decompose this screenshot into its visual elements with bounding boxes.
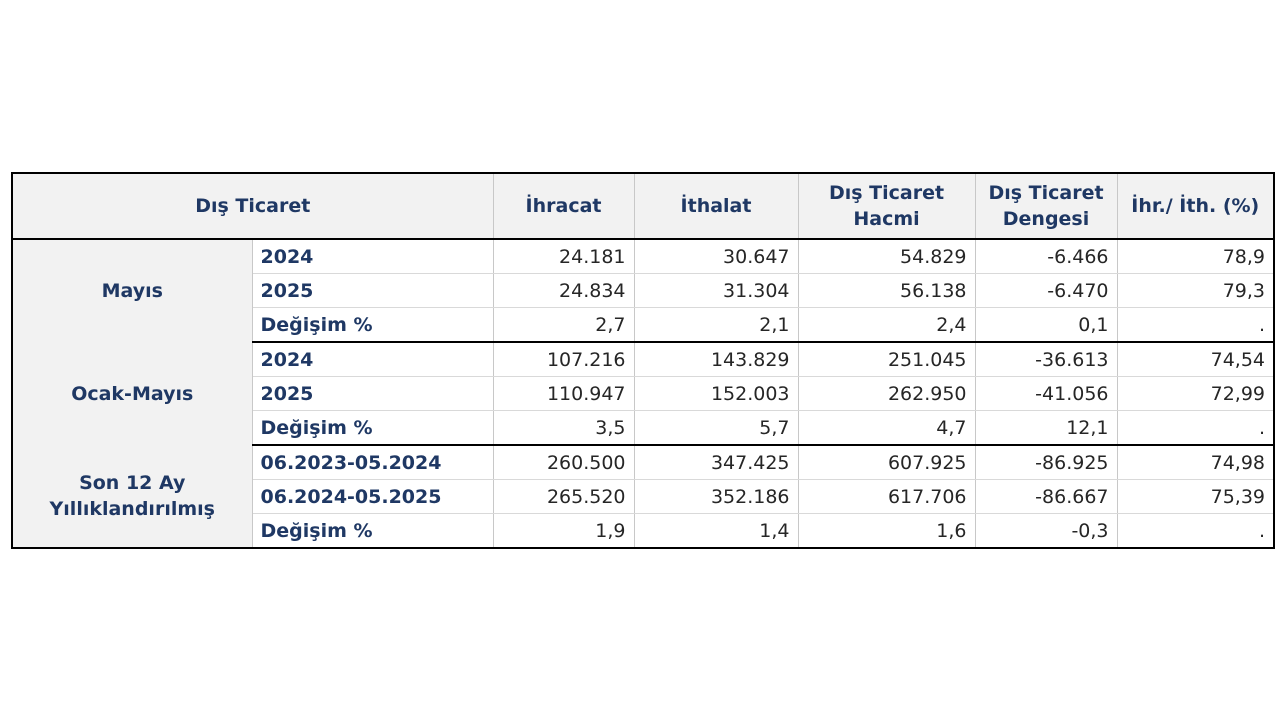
group-label: Son 12 Ay Yıllıklandırılmış <box>12 445 253 548</box>
value-cell: 1,9 <box>493 513 635 548</box>
value-cell: 352.186 <box>634 479 799 514</box>
value-cell: 1,4 <box>634 513 799 548</box>
row-label: Değişim % <box>252 410 494 446</box>
row-label: Değişim % <box>252 307 494 343</box>
value-cell: 74,54 <box>1117 342 1275 377</box>
header-title: Dış Ticaret <box>12 173 494 240</box>
table-row: Değişim % 2,7 2,1 2,4 0,1. <box>12 307 1275 343</box>
value-cell: 2,4 <box>798 307 976 343</box>
value-cell: 31.304 <box>634 273 799 308</box>
header-row: Dış Ticaret İhracat İthalat Dış Ticaret H… <box>12 173 1275 240</box>
value-cell: 617.706 <box>798 479 976 514</box>
row-label: 2025 <box>252 376 494 411</box>
value-cell: 110.947 <box>493 376 635 411</box>
table-row: Mayıs 2024 24.181 30.647 54.829 -6.466 78,9 <box>12 239 1275 342</box>
value-cell: 54.829 <box>798 239 976 274</box>
value-cell: 260.500 <box>493 445 635 480</box>
value-cell: -86.667 <box>975 479 1118 514</box>
row-label: 2024 <box>252 239 494 274</box>
value-cell: 262.950 <box>798 376 976 411</box>
value-cell: 251.045 <box>798 342 976 377</box>
value-cell: -6.466 <box>975 239 1118 274</box>
value-cell: 24.181 <box>493 239 635 274</box>
value-cell: 107.216 <box>493 342 635 377</box>
value-cell: 2,1 <box>634 307 799 343</box>
row-label: 06.2023-05.2024 <box>252 445 494 480</box>
value-cell: 3,5 <box>493 410 635 446</box>
value-cell: 347.425 <box>634 445 799 480</box>
value-cell: 72,99 <box>1117 376 1275 411</box>
value-cell: 56.138 <box>798 273 976 308</box>
value-cell: 5,7 <box>634 410 799 446</box>
group-label: Ocak-Mayıs <box>12 342 253 445</box>
group-label-line: Yıllıklandırılmış <box>49 498 215 520</box>
value-cell: -6.470 <box>975 273 1118 308</box>
value-cell: 78,9 <box>1117 239 1275 274</box>
value-cell: 79,3 <box>1117 273 1275 308</box>
row-label: 06.2024-05.2025 <box>252 479 494 514</box>
value-cell: 2,7 <box>493 307 635 343</box>
table-row: 06.2024-05.2025 265.520 352.186 617.706 -86.… <box>12 479 1275 514</box>
value-cell: -41.056 <box>975 376 1118 411</box>
group-label-line: Son 12 Ay <box>79 472 186 494</box>
value-cell: 607.925 <box>798 445 976 480</box>
value-cell: 74,98 <box>1117 445 1275 480</box>
table-row: Son 12 Ay Yıllıklandırılmış 06.2023-05.202… <box>12 445 1275 548</box>
row-label: 2024 <box>252 342 494 377</box>
table-row: Ocak-Mayıs 2024 107.216 143.829 251.045 -36.6… <box>12 342 1275 445</box>
header-col-denge: Dış Ticaret Dengesi <box>975 173 1118 240</box>
value-cell: -36.613 <box>975 342 1118 377</box>
header-col-oran: İhr./ İth. (%) <box>1117 173 1275 240</box>
table-row: Değişim % 1,9 1,4 1,6 -0,3. <box>12 513 1274 548</box>
table-row: Değişim % 3,5 5,7 4,7 12,1. <box>12 410 1275 446</box>
value-cell: 0,1 <box>975 307 1118 343</box>
row-label: 2025 <box>252 273 494 308</box>
value-cell: 75,39 <box>1117 479 1275 514</box>
value-cell: 4,7 <box>798 410 976 446</box>
trade-table: Dış Ticaret İhracat İthalat Dış Ticaret H… <box>11 172 1276 549</box>
value-cell: 12,1 <box>975 410 1118 446</box>
value-cell: -0,3 <box>975 513 1118 548</box>
value-cell: . <box>1117 307 1275 343</box>
value-cell: -86.925 <box>975 445 1118 480</box>
group-label-line: Mayıs <box>101 280 163 302</box>
value-cell: 143.829 <box>634 342 799 377</box>
header-col-hacim: Dış Ticaret Hacmi <box>798 173 976 240</box>
value-cell: . <box>1258 519 1266 542</box>
value-cell: 152.003 <box>634 376 799 411</box>
group-label: Mayıs <box>12 239 253 342</box>
group-label-line: Ocak-Mayıs <box>71 382 194 405</box>
value-cell: 30.647 <box>634 239 799 274</box>
value-cell: 1,6 <box>798 513 976 548</box>
value-cell: 24.834 <box>493 273 635 308</box>
value-cell: 265.520 <box>493 479 635 514</box>
header-col-ithalat: İthalat <box>634 173 799 240</box>
table-row: 2025 110.947 152.003 262.950 -41.056 72,99 <box>12 376 1275 411</box>
row-label: Değişim % <box>252 513 494 548</box>
value-cell: . <box>1117 410 1275 446</box>
table-row: 2025 24.834 31.304 56.138 -6.470 79,3 <box>12 273 1275 308</box>
header-col-ihracat: İhracat <box>493 173 635 240</box>
